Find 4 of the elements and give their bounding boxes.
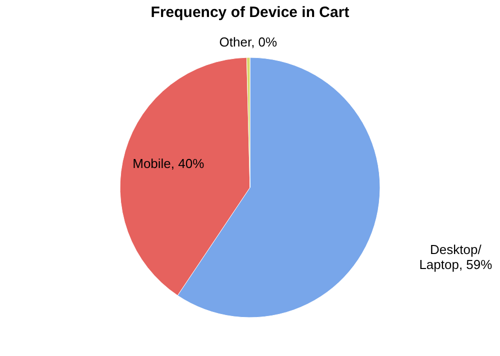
chart-title: Frequency of Device in Cart [150,4,350,21]
slice-label: Desktop/ Laptop, 59% [419,242,493,272]
slice-label: Other, 0% [219,34,278,50]
slice-label: Mobile, 40% [132,156,205,171]
